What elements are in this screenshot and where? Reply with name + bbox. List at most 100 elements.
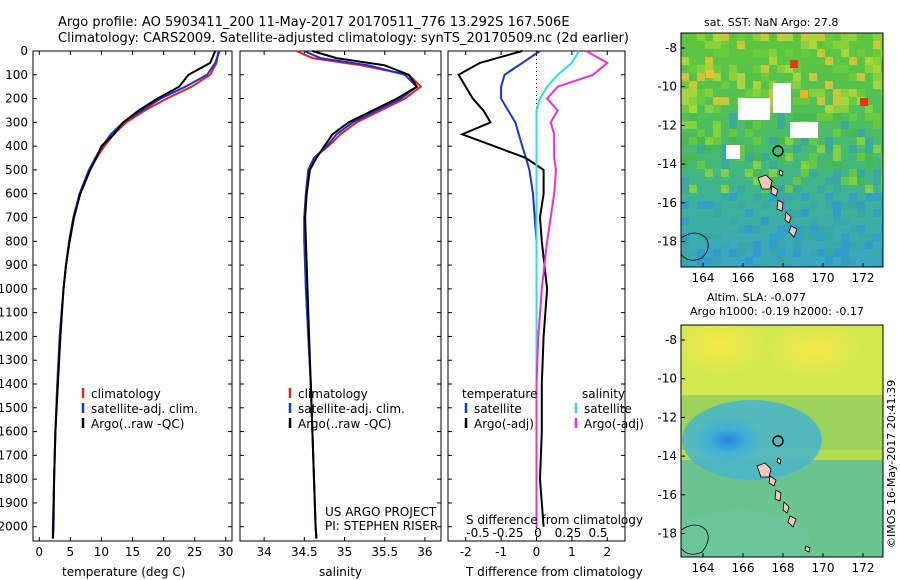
sst-cell bbox=[745, 257, 753, 265]
sst-cell bbox=[689, 65, 697, 73]
sst-cell bbox=[857, 129, 865, 137]
sst-cell bbox=[849, 225, 857, 233]
sst-cell bbox=[793, 185, 801, 193]
legend-label: Argo(-adj) bbox=[474, 417, 534, 431]
sst-cell bbox=[865, 137, 873, 145]
sst-cell bbox=[873, 73, 881, 81]
sst-cell bbox=[801, 137, 809, 145]
sst-cell bbox=[753, 33, 761, 41]
sst-cell bbox=[857, 177, 865, 185]
sst-cell bbox=[681, 257, 689, 265]
sst-cell bbox=[769, 193, 777, 201]
sst-cell bbox=[713, 65, 721, 73]
series-line-salinity-satellite bbox=[535, 50, 580, 527]
x2-tick-label: 0 bbox=[534, 526, 542, 540]
sst-cell bbox=[817, 225, 825, 233]
map-x-tick-label: 172 bbox=[852, 271, 875, 285]
sst-cell bbox=[713, 201, 721, 209]
x-tick-label: 0 bbox=[35, 545, 43, 559]
sst-cell bbox=[849, 113, 857, 121]
sst-cell bbox=[777, 121, 785, 129]
sst-cell bbox=[860, 98, 868, 106]
sst-cell bbox=[761, 153, 769, 161]
legend-label: climatology bbox=[91, 387, 161, 401]
sst-cell bbox=[689, 249, 697, 257]
sst-cell bbox=[825, 257, 833, 265]
sst-cell bbox=[841, 233, 849, 241]
x-tick-label: 2 bbox=[603, 545, 611, 559]
sst-cell bbox=[833, 89, 841, 97]
sst-cell bbox=[737, 225, 745, 233]
legend-label: satellite-adj. clim. bbox=[91, 402, 198, 416]
sst-cell bbox=[713, 41, 721, 49]
sst-cell bbox=[881, 225, 883, 233]
sst-cell bbox=[841, 49, 849, 57]
sst-cell bbox=[721, 33, 729, 41]
x-tick-label: 20 bbox=[156, 545, 171, 559]
sst-cell bbox=[729, 193, 737, 201]
sst-cell bbox=[873, 57, 881, 65]
sst-map-axes: 164 166 168 170 172 -8 -10 -12 -14 -16 -18 bbox=[657, 41, 874, 285]
profile-panels: 0100200300400500600700800900100011001200… bbox=[0, 44, 644, 559]
map-x-tick-label: 168 bbox=[772, 271, 795, 285]
sst-cell bbox=[841, 121, 849, 129]
sst-cell bbox=[729, 217, 737, 225]
sst-cell bbox=[809, 153, 817, 161]
sst-cell bbox=[873, 169, 881, 177]
sst-cell bbox=[849, 97, 857, 105]
sst-cell bbox=[817, 185, 825, 193]
sst-cell bbox=[753, 249, 761, 257]
sst-cell bbox=[881, 41, 883, 49]
sst-cell bbox=[689, 105, 697, 113]
sst-cell bbox=[753, 65, 761, 73]
sst-cell bbox=[713, 105, 721, 113]
y-tick-label: 1700 bbox=[0, 448, 28, 462]
sst-cell bbox=[785, 33, 793, 41]
sst-cell bbox=[873, 265, 881, 267]
sst-cell bbox=[681, 137, 689, 145]
sst-cell bbox=[697, 161, 705, 169]
sst-cell bbox=[873, 249, 881, 257]
sst-cell bbox=[825, 41, 833, 49]
sst-cell bbox=[721, 145, 729, 153]
sst-cell bbox=[857, 89, 865, 97]
sst-cell bbox=[825, 145, 833, 153]
sst-cell bbox=[745, 225, 753, 233]
sst-gap bbox=[726, 145, 740, 159]
legend-label: satellite bbox=[584, 402, 632, 416]
y-tick-label: 0 bbox=[20, 44, 28, 58]
sst-cell bbox=[713, 33, 721, 41]
sst-cell bbox=[873, 209, 881, 217]
sst-gap bbox=[738, 98, 770, 120]
sst-cell bbox=[689, 185, 697, 193]
sst-cell bbox=[881, 81, 883, 89]
sst-cell bbox=[793, 145, 801, 153]
sst-cell bbox=[809, 113, 817, 121]
sst-cell bbox=[793, 209, 801, 217]
sst-cell bbox=[793, 241, 801, 249]
sla-map-title2: Argo h1000: -0.19 h2000: -0.17 bbox=[690, 305, 864, 318]
sst-cell bbox=[817, 145, 825, 153]
sst-cell bbox=[881, 249, 883, 257]
sst-cell bbox=[777, 193, 785, 201]
sst-cell bbox=[777, 65, 785, 73]
sst-cell bbox=[777, 185, 785, 193]
sst-cell bbox=[769, 233, 777, 241]
sst-cell bbox=[800, 90, 808, 98]
sst-cell bbox=[697, 65, 705, 73]
sst-cell bbox=[809, 41, 817, 49]
sst-cell bbox=[809, 217, 817, 225]
sst-cell bbox=[753, 49, 761, 57]
sst-cell bbox=[697, 73, 705, 81]
sst-cell bbox=[881, 177, 883, 185]
argo-position-marker bbox=[772, 435, 784, 447]
sst-cell bbox=[745, 209, 753, 217]
sst-cell bbox=[857, 241, 865, 249]
sst-cell bbox=[761, 89, 769, 97]
sst-cell bbox=[881, 97, 883, 105]
sst-cell bbox=[841, 249, 849, 257]
sst-cell bbox=[721, 49, 729, 57]
sst-cell bbox=[737, 241, 745, 249]
sst-cell bbox=[689, 81, 697, 89]
sst-cell bbox=[705, 89, 713, 97]
